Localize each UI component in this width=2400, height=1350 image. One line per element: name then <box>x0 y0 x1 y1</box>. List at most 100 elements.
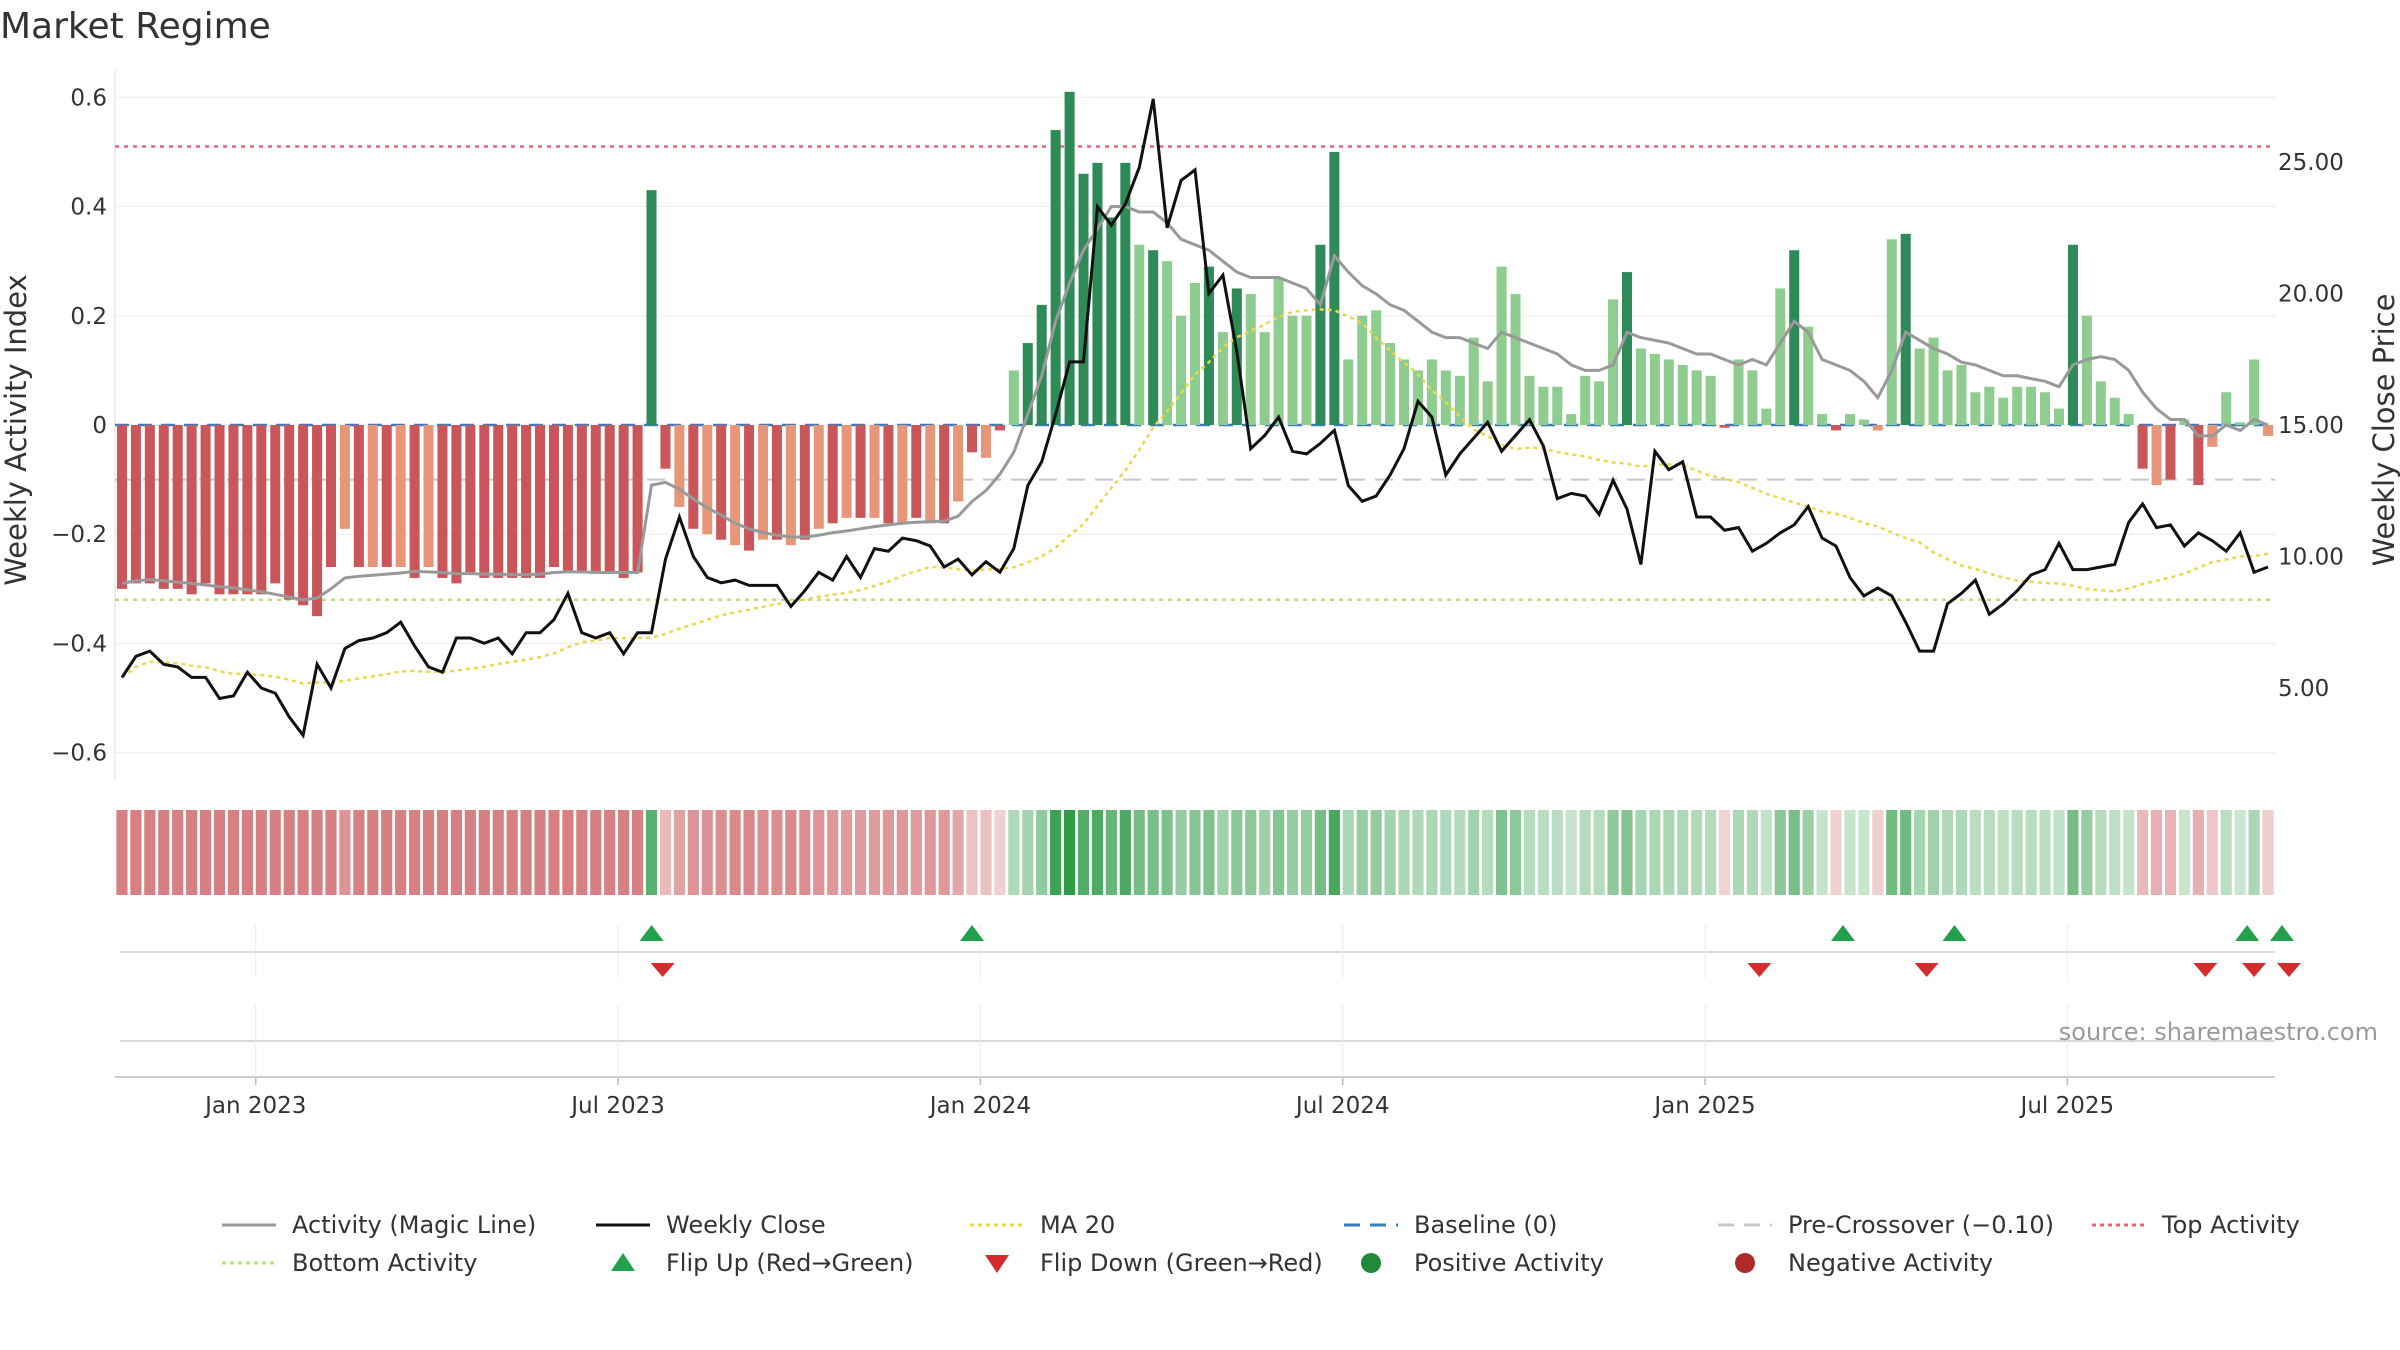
activity-bar <box>1496 266 1507 425</box>
regime-strip-cell <box>1426 810 1438 895</box>
regime-strip-cell <box>1440 810 1452 895</box>
regime-strip-cell <box>659 810 672 895</box>
regime-strip-cell <box>1105 810 1117 895</box>
regime-strip-cell <box>1286 810 1299 895</box>
regime-strip-cell <box>186 810 198 895</box>
legend-item-pre_crossover: Pre-Crossover (−0.10) <box>1718 1211 2054 1239</box>
activity-bar <box>576 425 587 573</box>
activity-bar <box>925 425 936 524</box>
activity-bar <box>548 425 559 567</box>
legend-item-baseline: Baseline (0) <box>1344 1211 1557 1239</box>
regime-strip-cell <box>2123 810 2135 895</box>
regime-strip-cell <box>1872 810 1884 895</box>
regime-strip-cell <box>130 810 142 895</box>
activity-bar <box>785 425 796 546</box>
regime-strip-cell <box>1022 810 1034 895</box>
legend-label: Positive Activity <box>1414 1249 1604 1277</box>
activity-bar <box>186 425 197 595</box>
regime-strip-cell <box>910 810 922 895</box>
regime-strip-cell <box>938 810 950 895</box>
activity-bar <box>855 425 866 518</box>
activity-bar <box>1817 414 1828 425</box>
activity-bar <box>2263 425 2274 436</box>
flip-down-marker <box>650 963 675 977</box>
activity-bar <box>1162 261 1173 425</box>
y2-tick-label: 25.00 <box>2278 150 2344 176</box>
y2-tick-label: 5.00 <box>2278 676 2329 702</box>
activity-bar <box>1886 239 1897 425</box>
activity-bar <box>2179 419 2190 425</box>
activity-bar <box>939 425 950 524</box>
activity-bar <box>1677 364 1688 425</box>
regime-strip-cell <box>743 810 755 895</box>
activity-bar <box>799 425 810 540</box>
regime-strip-cell <box>952 810 964 895</box>
activity-bar <box>674 425 685 507</box>
flip-up-marker <box>2235 925 2260 941</box>
activity-bar <box>1803 326 1814 425</box>
activity-bar <box>2235 422 2246 425</box>
regime-strip-cell <box>2067 810 2079 895</box>
activity-bar <box>116 425 127 589</box>
regime-strip-cell <box>1496 810 1508 895</box>
regime-strip-cell <box>966 810 978 895</box>
y-tick-label: 0.2 <box>70 304 107 330</box>
regime-strip-cell <box>255 810 267 895</box>
activity-bar <box>1329 151 1340 425</box>
regime-strip-cell <box>813 810 825 895</box>
regime-strip-cell <box>1802 810 1814 895</box>
activity-bar <box>757 425 769 540</box>
activity-bar <box>298 425 309 606</box>
regime-strip-cell <box>868 810 881 895</box>
activity-bar <box>158 425 169 589</box>
activity-bar <box>1245 293 1256 425</box>
regime-strip-cell <box>1816 810 1828 895</box>
flip-down-marker <box>1747 963 1772 977</box>
y2-tick-label: 20.00 <box>2278 282 2344 308</box>
activity-bar <box>1399 359 1410 425</box>
activity-bar <box>1844 414 1855 425</box>
activity-bar <box>1148 250 1159 425</box>
activity-bar <box>409 425 420 578</box>
activity-bar <box>256 425 267 595</box>
regime-strip-cell <box>1914 810 1926 895</box>
regime-strip-cell <box>1928 810 1940 895</box>
activity-bar <box>980 425 991 458</box>
regime-strip-cell <box>283 810 295 895</box>
activity-bar <box>1789 250 1800 425</box>
regime-strip-cell <box>367 810 379 895</box>
regime-strip-cell <box>1746 810 1758 895</box>
regime-strip-cell <box>1133 810 1145 895</box>
regime-strip-cell <box>1551 810 1563 895</box>
y-tick-label: −0.4 <box>51 631 107 657</box>
activity-bar <box>493 425 504 578</box>
y2-axis-ticks: 25.00 20.00 15.00 10.00 5.00 <box>2278 150 2344 702</box>
activity-bar <box>325 425 337 567</box>
activity-bar <box>353 425 364 567</box>
flip-down-marker <box>1914 963 1939 977</box>
regime-strip-cell <box>2053 810 2065 895</box>
regime-strip-cell <box>2262 810 2274 895</box>
regime-strip-cell <box>1314 810 1326 895</box>
activity-bar <box>395 425 406 567</box>
legend-item-positive: Positive Activity <box>1361 1249 1604 1277</box>
regime-strip-cell <box>1454 810 1466 895</box>
activity-bar <box>730 425 741 546</box>
activity-bar <box>2249 359 2260 425</box>
regime-strip-cell <box>1147 810 1159 895</box>
activity-bar <box>242 425 253 595</box>
regime-strip-cell <box>1941 810 1954 895</box>
regime-strip-cell <box>854 810 867 895</box>
regime-strip-cell <box>701 810 713 895</box>
regime-strip-cell <box>1175 810 1187 895</box>
activity-bar <box>1273 277 1284 425</box>
y-tick-label: −0.6 <box>51 741 107 767</box>
activity-bar <box>200 425 211 584</box>
regime-strip-cell <box>1342 810 1354 895</box>
regime-strip-cell <box>339 810 351 895</box>
regime-strip-cell <box>1718 810 1731 895</box>
regime-strip-cell <box>785 810 797 895</box>
regime-strip-cell <box>1635 810 1647 895</box>
regime-strip-cell <box>1649 810 1661 895</box>
